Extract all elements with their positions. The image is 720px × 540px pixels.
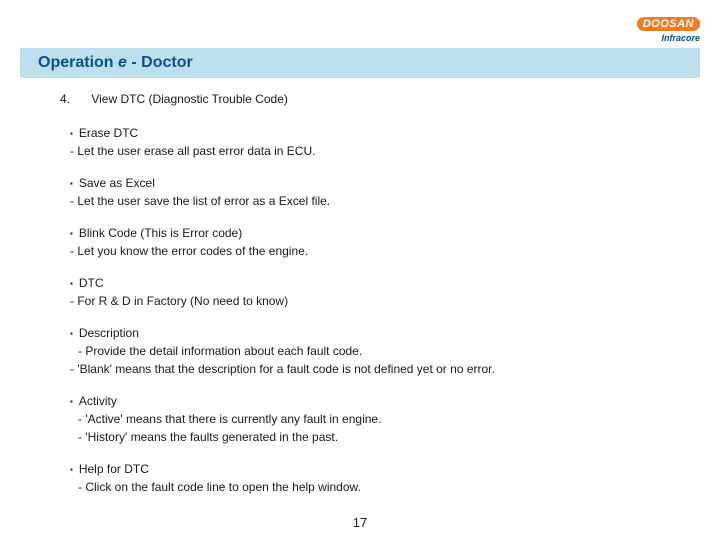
section-activity: Activity 'Active' means that there is cu… bbox=[70, 392, 690, 446]
item-name: DTC bbox=[70, 274, 690, 292]
item-name: Save as Excel bbox=[70, 174, 690, 192]
section-blink-code: Blink Code (This is Error code) Let you … bbox=[70, 224, 690, 260]
title-suffix: - Doctor bbox=[127, 54, 193, 71]
item-desc-2: 'Blank' means that the description for a… bbox=[70, 360, 690, 378]
item-desc: Let you know the error codes of the engi… bbox=[70, 242, 690, 260]
item-desc-1: Provide the detail information about eac… bbox=[70, 342, 690, 360]
item-desc-1: 'Active' means that there is currently a… bbox=[70, 410, 690, 428]
item-desc-2: 'History' means the faults generated in … bbox=[70, 428, 690, 446]
heading-text: View DTC (Diagnostic Trouble Code) bbox=[91, 92, 288, 106]
section-erase-dtc: Erase DTC Let the user erase all past er… bbox=[70, 124, 690, 160]
item-desc: Let the user erase all past error data i… bbox=[70, 142, 690, 160]
item-name: Description bbox=[70, 324, 690, 342]
item-name: Help for DTC bbox=[70, 460, 690, 478]
title-bar: Operation e - Doctor bbox=[20, 48, 700, 78]
brand-logo: DOOSAN Infracore bbox=[637, 14, 700, 43]
item-name: Erase DTC bbox=[70, 124, 690, 142]
section-save-excel: Save as Excel Let the user save the list… bbox=[70, 174, 690, 210]
section-description: Description Provide the detail informati… bbox=[70, 324, 690, 378]
item-name: Activity bbox=[70, 392, 690, 410]
title-italic: e bbox=[118, 54, 127, 71]
heading-number: 4. bbox=[60, 90, 88, 108]
item-name: Blink Code (This is Error code) bbox=[70, 224, 690, 242]
content-area: 4. View DTC (Diagnostic Trouble Code) Er… bbox=[60, 90, 690, 510]
page-number: 17 bbox=[0, 515, 720, 530]
section-help-dtc: Help for DTC Click on the fault code lin… bbox=[70, 460, 690, 496]
title-prefix: Operation bbox=[38, 54, 118, 71]
page-title: Operation e - Doctor bbox=[38, 54, 193, 72]
section-heading: 4. View DTC (Diagnostic Trouble Code) bbox=[60, 90, 690, 108]
logo-brand: DOOSAN bbox=[637, 17, 700, 31]
section-dtc: DTC For R & D in Factory (No need to kno… bbox=[70, 274, 690, 310]
logo-sub: Infracore bbox=[637, 33, 700, 43]
item-desc: Let the user save the list of error as a… bbox=[70, 192, 690, 210]
item-desc: For R & D in Factory (No need to know) bbox=[70, 292, 690, 310]
item-desc: Click on the fault code line to open the… bbox=[70, 478, 690, 496]
